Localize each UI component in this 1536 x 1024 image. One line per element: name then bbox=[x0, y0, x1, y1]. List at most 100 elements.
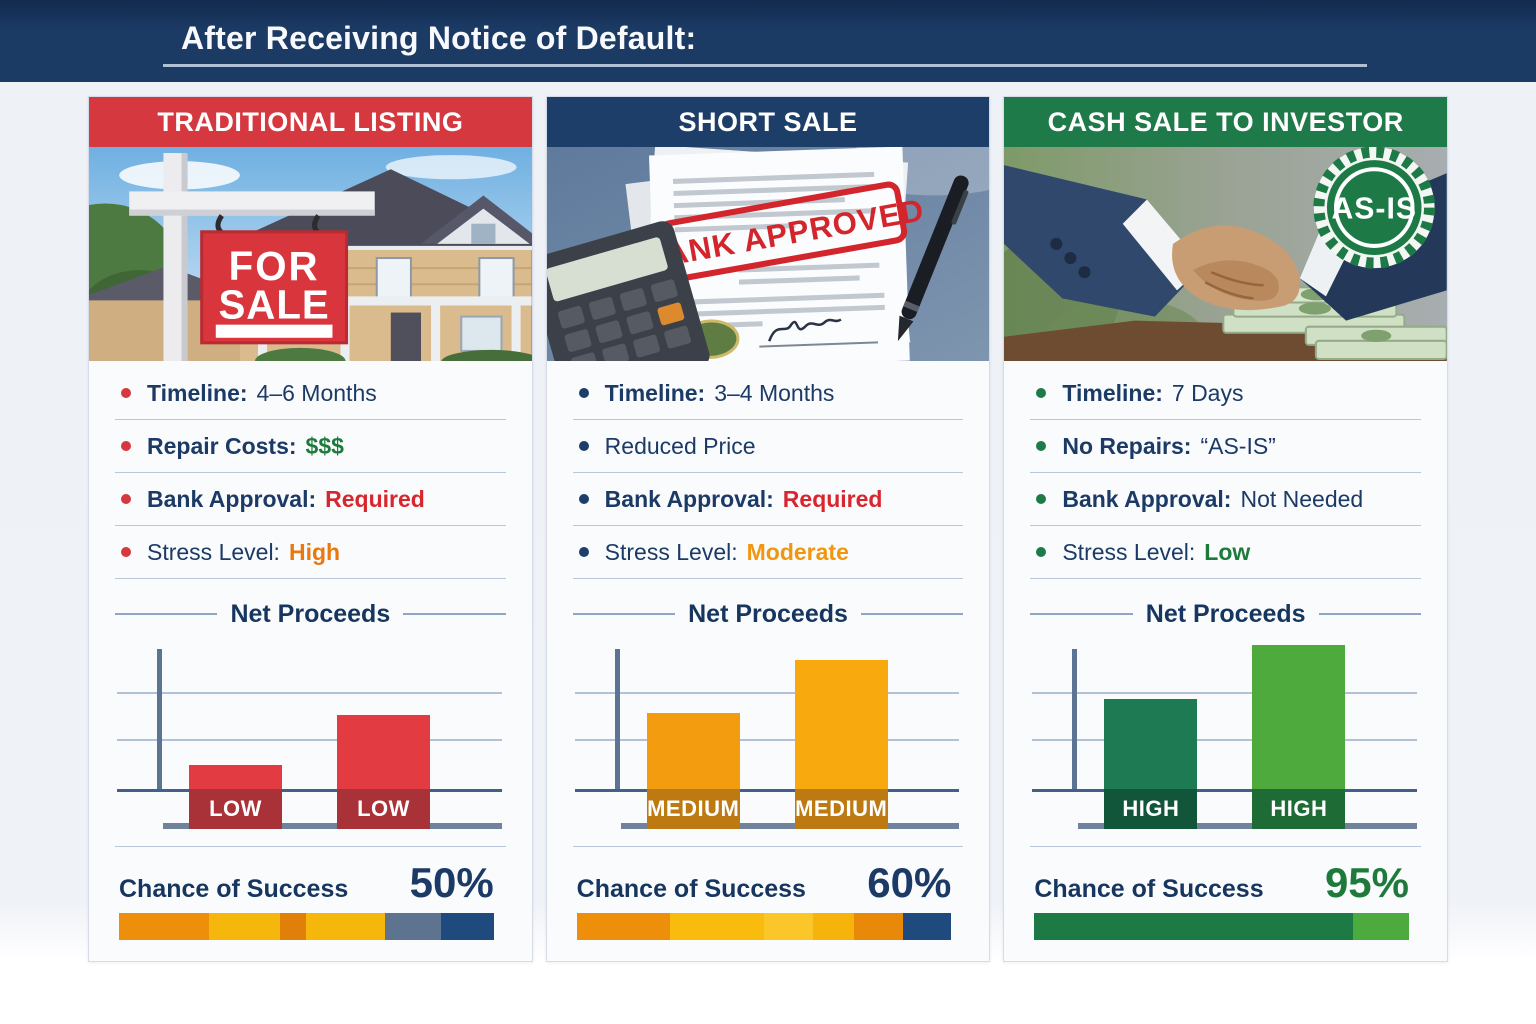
net-proceeds-title: Net Proceeds bbox=[230, 599, 391, 628]
net-proceeds-heading: Net Proceeds bbox=[1030, 599, 1422, 629]
bullet-stress-level: Stress Level: Low bbox=[1030, 526, 1422, 579]
column-header-traditional: TRADITIONAL LISTING bbox=[89, 97, 532, 147]
bullet-value: Low bbox=[1204, 538, 1251, 565]
bullet-dot bbox=[121, 388, 131, 398]
bullet-stress-level: Stress Level: Moderate bbox=[572, 526, 964, 579]
house-for-sale-illustration: FOR SALE bbox=[89, 147, 532, 361]
cloud bbox=[385, 155, 517, 180]
bank-approved-documents-image: BANK APPROVED bbox=[546, 147, 990, 361]
signature bbox=[767, 318, 842, 342]
bar-label: MEDIUM bbox=[646, 789, 740, 829]
windows bbox=[375, 257, 515, 304]
bullet-label: Bank Approval: bbox=[147, 485, 317, 512]
chance-value: 95% bbox=[1324, 859, 1410, 906]
y-axis bbox=[614, 649, 620, 791]
gridline bbox=[1032, 739, 1418, 741]
divider bbox=[1030, 846, 1422, 847]
heading-rule bbox=[403, 613, 506, 615]
gridline bbox=[574, 739, 960, 741]
chance-of-success-row: Chance of Success 60% bbox=[577, 859, 952, 907]
chance-value: 60% bbox=[867, 859, 952, 906]
front-document bbox=[648, 147, 910, 361]
bullet-label: Repair Costs: bbox=[147, 432, 297, 459]
chance-label: Chance of Success bbox=[1034, 875, 1264, 903]
calculator-keys bbox=[557, 279, 691, 361]
chart-floor bbox=[1078, 823, 1418, 829]
bullet-dot bbox=[578, 441, 589, 451]
bullet-value: 7 Days bbox=[1171, 379, 1244, 406]
bullet-dot bbox=[1036, 547, 1047, 557]
for-sale-sign: FOR SALE bbox=[129, 153, 375, 361]
bullet-label: Bank Approval: bbox=[1062, 485, 1232, 512]
bullet-label: Timeline: bbox=[1062, 379, 1163, 406]
bar-label: HIGH bbox=[1104, 789, 1198, 829]
net-proceeds-chart: MEDIUM MEDIUM bbox=[573, 637, 964, 832]
progress-segment bbox=[119, 913, 209, 940]
net-proceeds-heading: Net Proceeds bbox=[572, 599, 964, 629]
divider bbox=[572, 846, 964, 847]
badge-text: AS-IS bbox=[1332, 193, 1417, 226]
calculator bbox=[546, 221, 710, 361]
suit-buttons bbox=[1050, 237, 1091, 279]
bullet-label: Stress Level: bbox=[147, 538, 280, 565]
progress-segment bbox=[384, 913, 442, 940]
progress-segment bbox=[763, 913, 813, 940]
net-proceeds-bar: MEDIUM bbox=[646, 713, 740, 829]
bullet-bank-approval: Bank Approval: Required bbox=[115, 473, 506, 526]
bullet-repair-costs: Repair Costs: $$$ bbox=[115, 420, 506, 473]
top-banner: After Receiving Notice of Default: bbox=[0, 0, 1536, 82]
chart-baseline bbox=[1032, 789, 1418, 792]
progress-segment bbox=[812, 913, 854, 940]
progress-segment bbox=[280, 913, 307, 940]
progress-segment bbox=[902, 913, 952, 940]
column-header-label: CASH SALE TO INVESTOR bbox=[1047, 106, 1404, 137]
bullet-value: Not Needed bbox=[1240, 485, 1364, 512]
net-proceeds-bar: HIGH bbox=[1104, 699, 1198, 829]
bullet-value: 3–4 Months bbox=[714, 379, 835, 406]
sign-text-sale: SALE bbox=[218, 283, 329, 328]
net-proceeds-chart: LOW LOW bbox=[115, 637, 506, 832]
bullet-timeline: Timeline: 3–4 Months bbox=[572, 367, 964, 420]
chance-label: Chance of Success bbox=[119, 875, 349, 903]
net-proceeds-bar: LOW bbox=[189, 765, 282, 829]
progress-segment bbox=[208, 913, 281, 940]
handshake-cash-image: AS-IS bbox=[1004, 147, 1448, 361]
bullet-value: “AS-IS” bbox=[1200, 432, 1276, 459]
net-proceeds-title: Net Proceeds bbox=[1145, 599, 1306, 628]
chance-value: 50% bbox=[409, 859, 494, 906]
comparison-columns: TRADITIONAL LISTING bbox=[88, 96, 1449, 962]
bar-label: LOW bbox=[337, 789, 430, 829]
bullet-label: Timeline: bbox=[147, 379, 248, 406]
bullet-label: Bank Approval: bbox=[604, 485, 774, 512]
chart-floor bbox=[620, 823, 960, 829]
bullet-value: $$$ bbox=[305, 432, 344, 459]
column-cash-sale-investor: CASH SALE TO INVESTOR bbox=[1003, 96, 1449, 962]
column-header-cash-sale: CASH SALE TO INVESTOR bbox=[1004, 97, 1448, 147]
details-list: Timeline: 3–4 Months Reduced Price Bank A… bbox=[547, 361, 990, 579]
bullet-dot bbox=[578, 547, 589, 557]
column-header-short-sale: SHORT SALE bbox=[546, 97, 990, 147]
bullet-timeline: Timeline: 4–6 Months bbox=[115, 367, 506, 420]
heading-rule bbox=[860, 613, 964, 615]
heading-rule bbox=[1030, 613, 1133, 615]
chance-progress-bar bbox=[1034, 913, 1409, 940]
gridline bbox=[1032, 692, 1418, 694]
bullet-bank-approval: Bank Approval: Not Needed bbox=[1030, 473, 1422, 526]
house-for-sale-image: FOR SALE bbox=[89, 147, 532, 361]
chance-label: Chance of Success bbox=[576, 875, 806, 903]
heading-rule bbox=[572, 613, 676, 615]
bullet-no-repairs: No Repairs: “AS-IS” bbox=[1030, 420, 1422, 473]
calculator-orange-key bbox=[657, 302, 684, 326]
sign-board bbox=[200, 230, 349, 345]
heading-rule bbox=[1318, 613, 1422, 615]
gridline bbox=[574, 692, 960, 694]
pen bbox=[897, 175, 969, 342]
bar-label: MEDIUM bbox=[794, 789, 888, 829]
net-proceeds-title: Net Proceeds bbox=[688, 599, 848, 628]
bullet-bank-approval: Bank Approval: Required bbox=[572, 473, 964, 526]
bullet-stress-level: Stress Level: High bbox=[115, 526, 506, 579]
sign-text-for: FOR bbox=[229, 244, 320, 289]
net-proceeds-bar: LOW bbox=[337, 715, 430, 829]
chance-of-success-row: Chance of Success 50% bbox=[119, 859, 494, 907]
column-traditional-listing: TRADITIONAL LISTING bbox=[88, 96, 533, 962]
